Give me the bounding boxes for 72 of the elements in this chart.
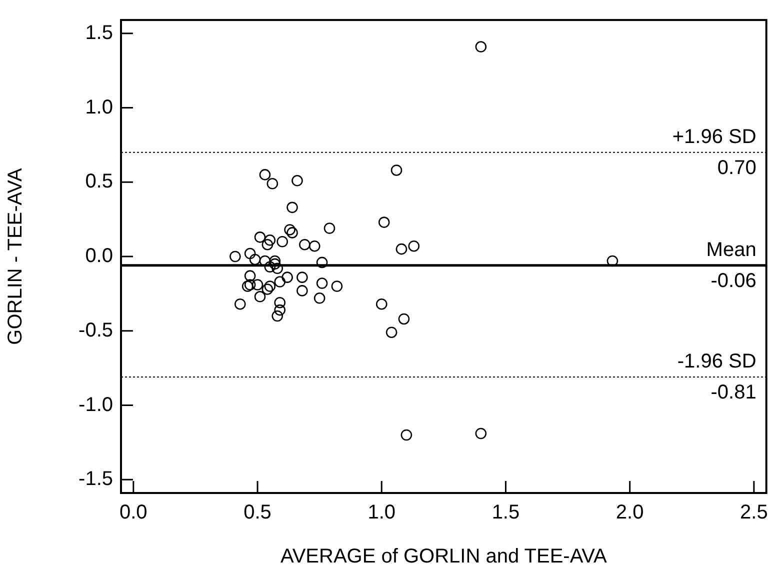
x-tick-label: 0.5 <box>244 502 272 524</box>
point <box>606 255 618 267</box>
point <box>475 41 487 52</box>
x-tick-label: 2.0 <box>616 502 644 524</box>
point <box>274 296 286 308</box>
point <box>299 238 310 250</box>
point <box>390 164 402 176</box>
point <box>244 279 256 290</box>
y-tick-label: 0.0 <box>85 245 113 268</box>
y-tick-label: 1.5 <box>85 22 113 44</box>
point <box>262 238 274 250</box>
point <box>254 232 266 243</box>
point <box>286 227 298 238</box>
y-tick-label: 0.5 <box>85 170 113 193</box>
point <box>264 280 276 292</box>
x-tick-label: 1.0 <box>368 502 396 524</box>
point <box>324 222 336 234</box>
point <box>296 285 308 296</box>
point <box>269 258 281 270</box>
point <box>244 270 256 282</box>
ref-line-label: Mean <box>706 238 756 261</box>
point <box>331 280 343 292</box>
ref-line-label: -1.96 SD <box>677 350 756 372</box>
point <box>408 240 420 252</box>
annotation: -0.06 <box>710 270 756 292</box>
point <box>308 240 320 252</box>
x-tick-label: 0.0 <box>120 502 148 524</box>
point <box>230 250 241 262</box>
y-tick-label: -0.5 <box>78 319 113 342</box>
point <box>262 284 274 295</box>
point <box>234 298 246 310</box>
point <box>259 169 271 180</box>
point <box>292 174 303 186</box>
point <box>276 236 288 248</box>
point <box>269 255 281 267</box>
point <box>272 310 284 322</box>
point <box>244 248 256 260</box>
point <box>252 279 264 290</box>
point <box>475 428 487 440</box>
point <box>400 429 412 441</box>
ref-line-label: +1.96 SD <box>672 126 756 148</box>
x-tick-label: 1.5 <box>492 502 520 524</box>
y-tick-label: -1.0 <box>78 394 113 416</box>
point <box>242 280 254 292</box>
point <box>386 326 398 338</box>
y-tick-label: 1.0 <box>85 96 113 118</box>
point <box>274 304 286 316</box>
point <box>398 313 410 325</box>
point <box>314 292 326 304</box>
point <box>254 291 266 302</box>
y-tick-label: -1.5 <box>78 468 113 490</box>
annotation: -0.81 <box>710 381 756 404</box>
point <box>376 298 388 310</box>
x-tick-label: 2.5 <box>740 502 768 524</box>
point <box>284 224 296 236</box>
point <box>282 272 293 283</box>
point <box>316 278 328 289</box>
point <box>264 234 276 246</box>
point <box>264 261 276 273</box>
x-axis-title: AVERAGE of GORLIN and TEE-AVA <box>280 546 608 568</box>
point <box>396 243 408 255</box>
point <box>259 255 271 267</box>
point <box>378 216 390 228</box>
point <box>286 202 298 214</box>
y-axis-title: GORLIN - TEE-AVA <box>4 167 27 345</box>
point <box>296 272 308 283</box>
point <box>266 178 278 190</box>
point <box>249 254 261 266</box>
point <box>316 256 328 268</box>
point <box>274 276 286 288</box>
annotation: 0.70 <box>717 156 756 179</box>
point <box>272 262 284 274</box>
